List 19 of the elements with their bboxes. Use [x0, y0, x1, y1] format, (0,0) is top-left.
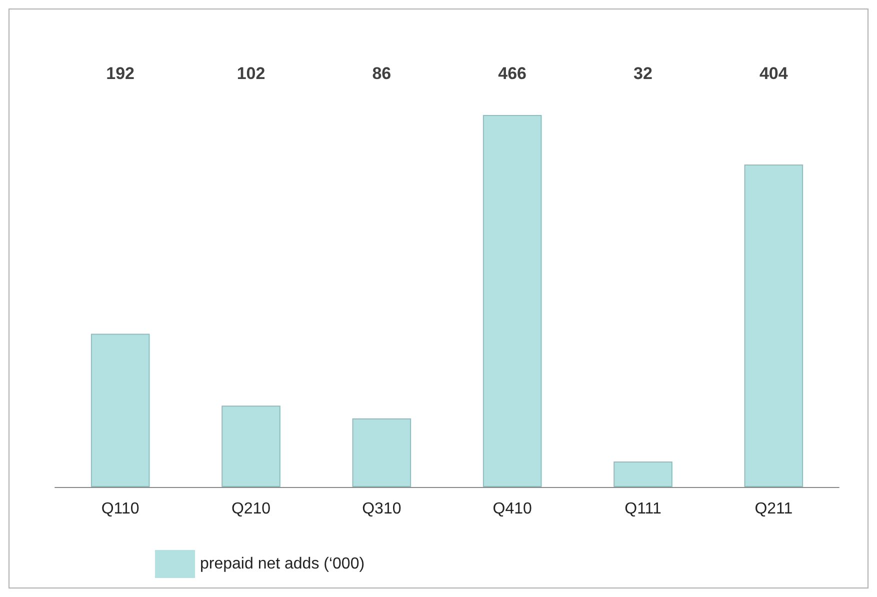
bar [222, 406, 280, 487]
bar [614, 461, 672, 487]
x-tick-label: Q211 [754, 500, 793, 518]
legend-label: prepaid net adds (‘000) [200, 556, 365, 572]
bar [352, 418, 412, 487]
data-label: 404 [759, 64, 788, 83]
x-tick-label: Q410 [492, 500, 532, 518]
x-tick-label: Q210 [231, 500, 271, 518]
bar [482, 115, 542, 487]
x-tick-label: Q310 [362, 500, 402, 518]
bar [744, 164, 804, 487]
bar [90, 334, 150, 487]
data-label: 32 [634, 64, 652, 83]
data-label: 192 [106, 64, 135, 83]
data-label: 466 [498, 64, 527, 83]
x-tick-label: Q110 [101, 500, 140, 518]
data-label: 102 [236, 64, 266, 83]
x-tick-label: Q111 [624, 500, 662, 518]
data-label: 86 [372, 64, 392, 83]
